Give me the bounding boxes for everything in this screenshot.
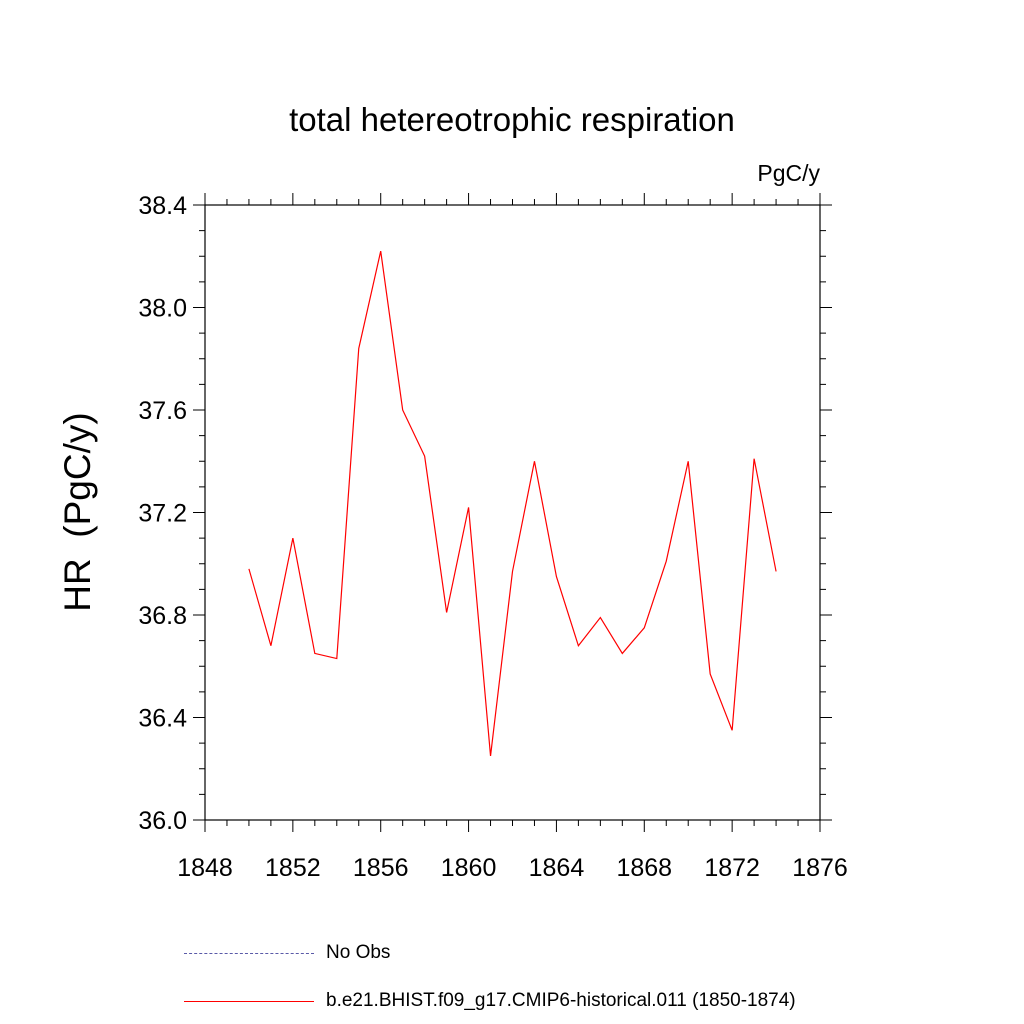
x-tick-label: 1848 — [177, 854, 233, 882]
units-label: PgC/y — [757, 160, 820, 186]
series-line-0 — [248, 250, 777, 757]
axis-tick-labels: 1848 1852 1856 1860 1864 1868 1872 1876 36.0 36.4… — [138, 192, 847, 882]
x-tick-label: 1872 — [704, 854, 760, 882]
series-group — [248, 250, 777, 757]
y-tick-label: 36.0 — [138, 807, 187, 835]
y-axis-label: HR (PgC/y) — [57, 412, 98, 611]
y-tick-label: 38.0 — [138, 295, 187, 323]
y-tick-label: 37.2 — [138, 500, 187, 528]
legend-item-model-run: b.e21.BHIST.f09_g17.CMIP6-historical.011… — [184, 990, 796, 1012]
legend-label: No Obs — [326, 942, 391, 963]
legend-item-no-obs: No Obs — [184, 942, 390, 964]
y-tick-label: 37.6 — [138, 397, 187, 425]
axis-ticks — [193, 193, 832, 832]
x-tick-label: 1876 — [792, 854, 848, 882]
chart-title: total hetereotrophic respiration — [289, 101, 735, 138]
legend-swatch-solid — [184, 1000, 314, 1002]
y-tick-label: 36.8 — [138, 602, 187, 630]
y-tick-label: 38.4 — [138, 192, 187, 220]
legend-label: b.e21.BHIST.f09_g17.CMIP6-historical.011… — [326, 990, 796, 1011]
plot-frame — [204, 204, 821, 821]
legend-swatch-dashed — [184, 952, 314, 954]
x-tick-label: 1860 — [441, 854, 497, 882]
y-tick-label: 36.4 — [138, 705, 187, 733]
x-tick-label: 1868 — [616, 854, 672, 882]
x-tick-label: 1864 — [529, 854, 585, 882]
x-tick-label: 1852 — [265, 854, 321, 882]
x-tick-label: 1856 — [353, 854, 409, 882]
